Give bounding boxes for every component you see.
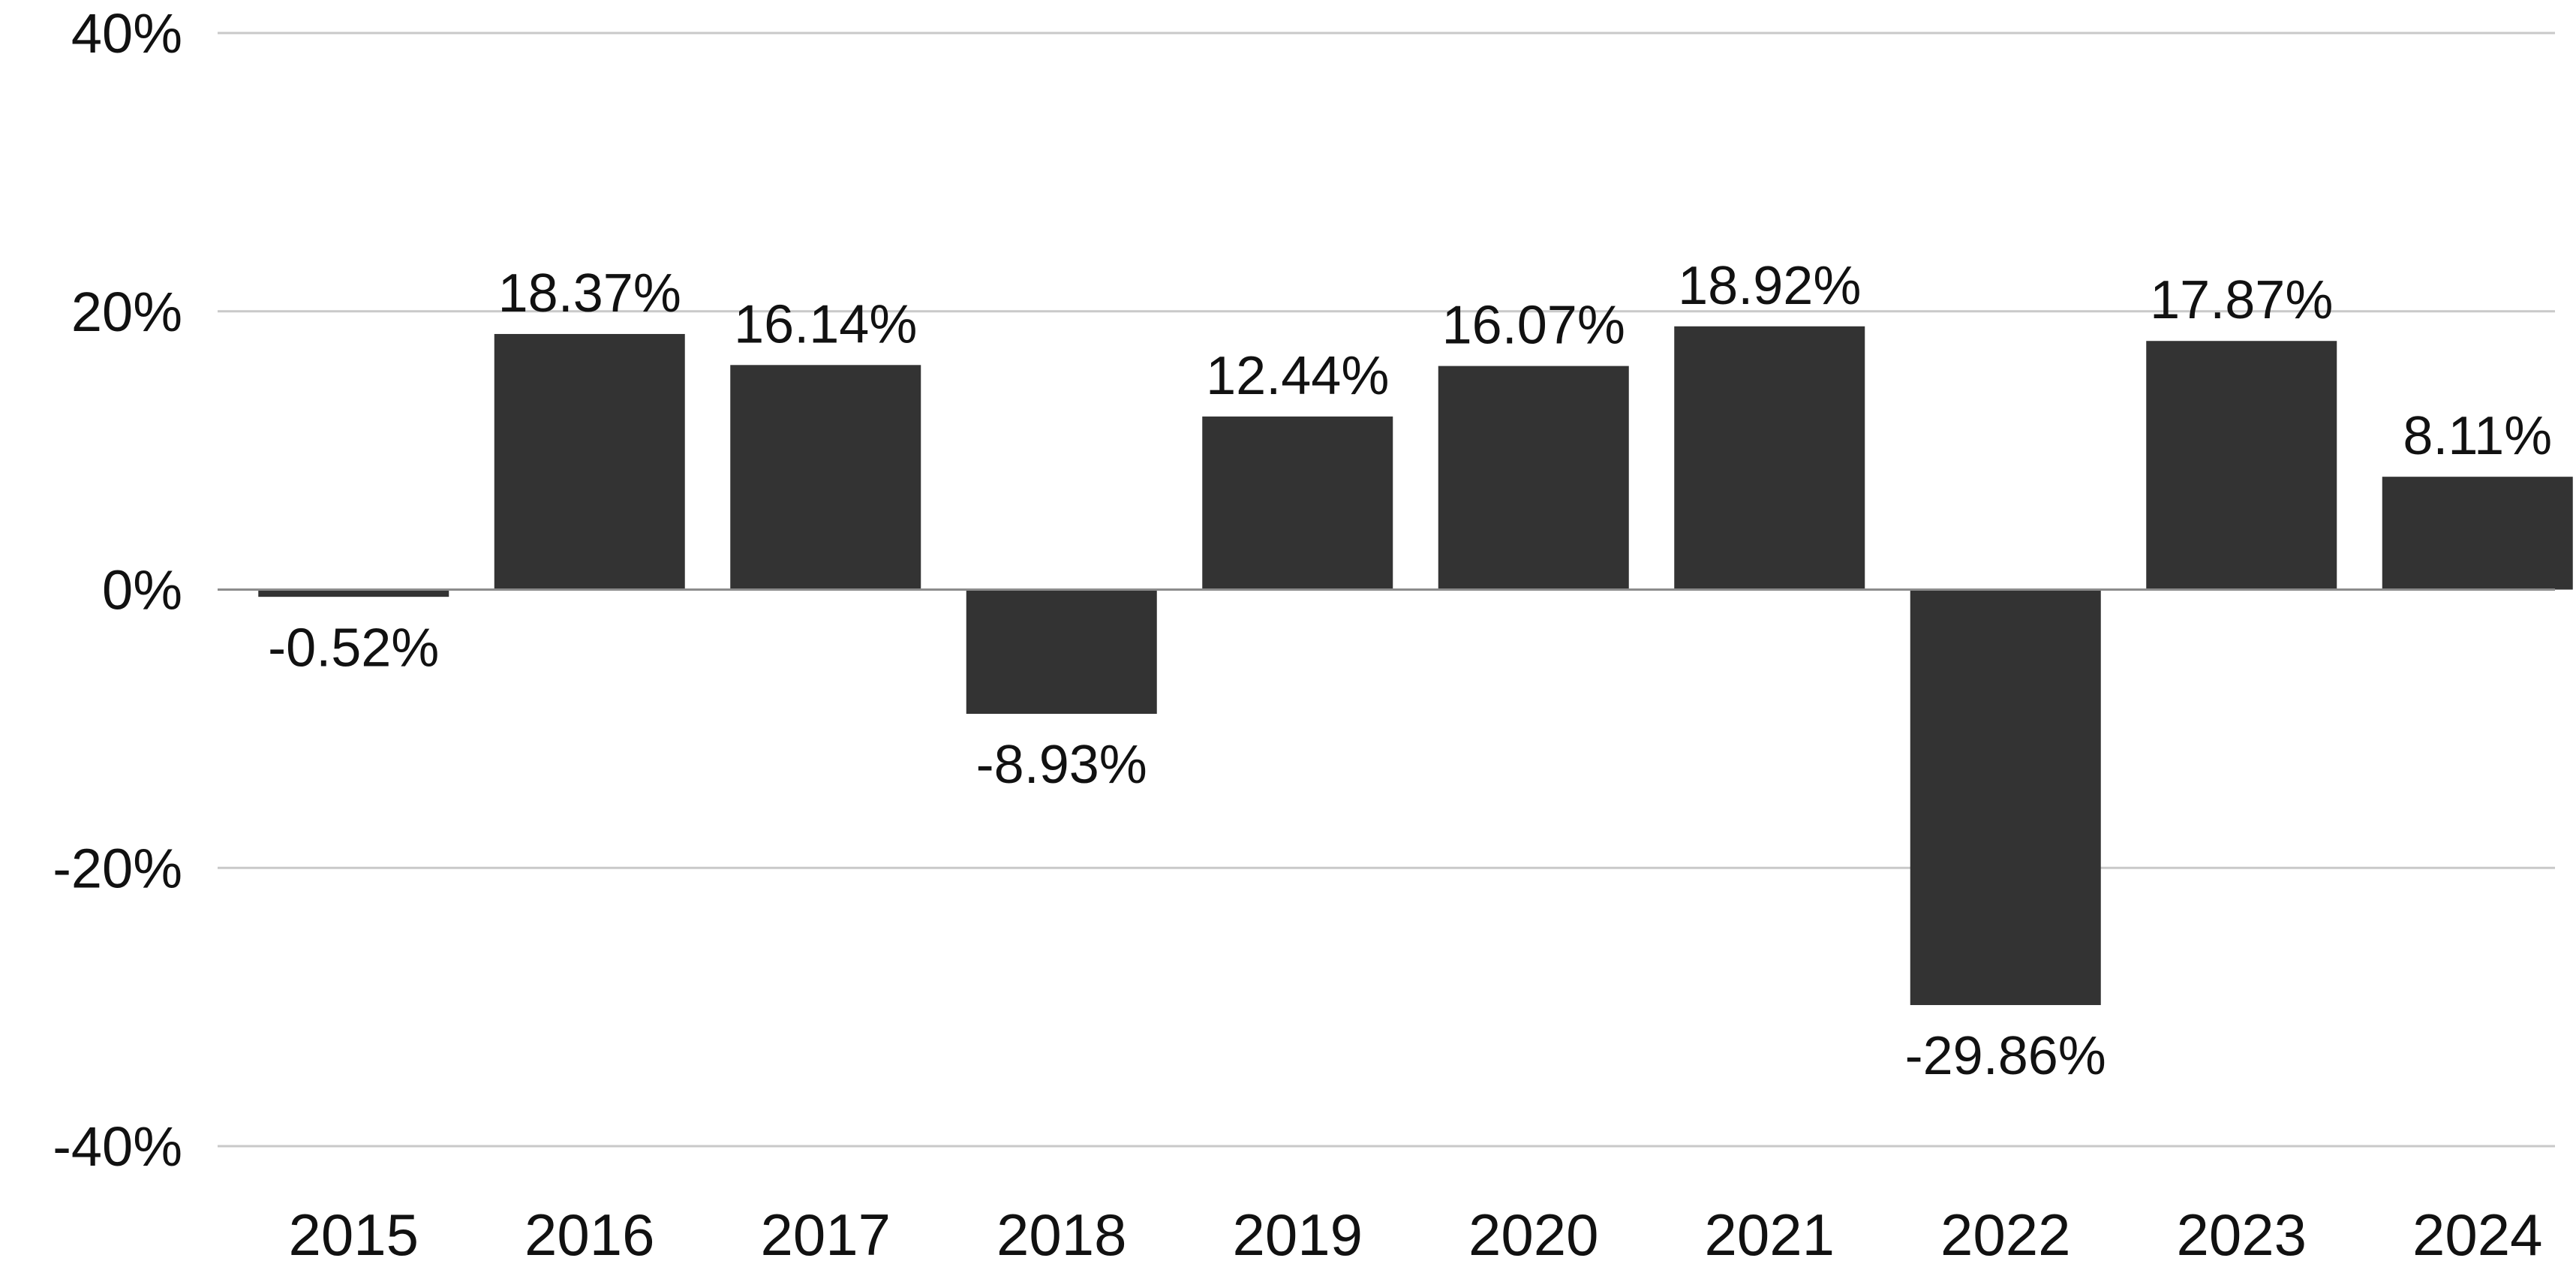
y-tick-label: 0% (102, 559, 182, 621)
bar (966, 589, 1157, 715)
x-tick-label: 2021 (1704, 1202, 1835, 1268)
y-tick-label: -20% (53, 837, 182, 899)
bar (1674, 326, 1865, 590)
y-axis-tick-labels: 40% 20% 0% -20% -40% (53, 2, 182, 1178)
x-tick-label: 2015 (288, 1202, 419, 1268)
bar (258, 589, 449, 597)
bar (730, 365, 921, 590)
data-label: -0.52% (268, 618, 439, 679)
data-label: 12.44% (1206, 346, 1389, 406)
y-tick-label: 20% (71, 281, 182, 343)
x-tick-label: 2024 (2412, 1202, 2543, 1268)
data-label: 18.37% (498, 263, 681, 324)
x-tick-label: 2020 (1468, 1202, 1599, 1268)
x-tick-label: 2017 (760, 1202, 891, 1268)
x-tick-label: 2019 (1232, 1202, 1363, 1268)
y-tick-label: 40% (71, 2, 182, 65)
x-tick-label: 2022 (1940, 1202, 2071, 1268)
x-tick-label: 2016 (525, 1202, 655, 1268)
data-label: 16.07% (1442, 296, 1625, 356)
x-tick-label: 2023 (2176, 1202, 2307, 1268)
y-tick-label: -40% (53, 1115, 182, 1178)
data-label: 18.92% (1678, 256, 1861, 316)
data-label: -8.93% (976, 735, 1147, 795)
bar (494, 333, 685, 590)
x-tick-label: 2018 (996, 1202, 1127, 1268)
data-label: 16.14% (734, 294, 917, 354)
data-label: 8.11% (2403, 406, 2552, 466)
bars (258, 326, 2573, 1006)
bar (2146, 341, 2337, 590)
data-label: 17.87% (2150, 270, 2333, 330)
bar (1910, 589, 2101, 1006)
bar (1202, 416, 1393, 590)
x-axis-tick-labels: 2015 2016 2017 2018 2019 2020 2021 2022 2023 2024 (288, 1202, 2542, 1268)
bar (2382, 477, 2573, 590)
bar (1438, 366, 1629, 590)
gridlines (218, 32, 2555, 1148)
data-labels: -0.52% 18.37% 16.14% -8.93% 12.44% 16.07% 18.9… (268, 256, 2552, 1086)
data-label: -29.86% (1905, 1026, 2106, 1086)
